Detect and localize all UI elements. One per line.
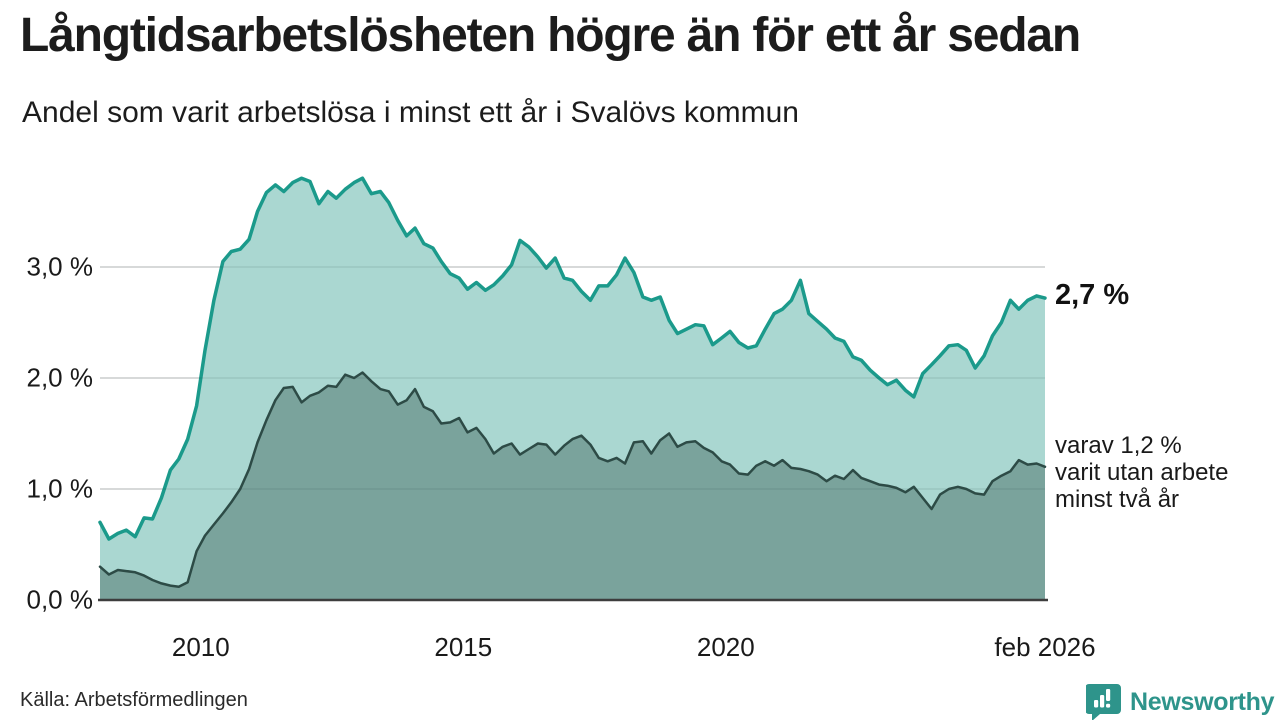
annotation-latest-total: 2,7 % [1055,279,1130,311]
series-line-0 [98,176,1047,541]
page-title: Långtidsarbetslösheten högre än för ett … [20,9,1081,62]
y-axis-label: 3,0 % [26,251,94,282]
annotation-line: varit utan arbete [1055,459,1229,486]
newsworthy-wordmark: Newsworthy [1130,688,1275,716]
newsworthy-logo[interactable]: Newsworthy [1085,684,1275,720]
y-axis-label: 1,0 % [26,473,94,504]
x-axis-label: 2010 [171,632,230,662]
series-area-1 [100,372,1045,600]
newsworthy-barchart-icon [1085,684,1122,720]
series-line-1 [98,371,1047,588]
source-note: Källa: Arbetsförmedlingen [20,689,248,711]
y-axis-label: 2,0 % [26,362,94,393]
x-axis-label: 2020 [696,632,755,662]
y-axis-label: 0,0 % [26,584,94,615]
x-axis-label: 2015 [434,632,493,662]
annotation-line: varav 1,2 % [1055,432,1182,459]
x-axis-label: feb 2026 [994,632,1096,662]
annotation-line: minst två år [1055,486,1180,513]
page-subtitle: Andel som varit arbetslösa i minst ett å… [22,96,799,129]
annotation-latest-two-year: varav 1,2 % varit utan arbete minst två … [1055,432,1228,513]
